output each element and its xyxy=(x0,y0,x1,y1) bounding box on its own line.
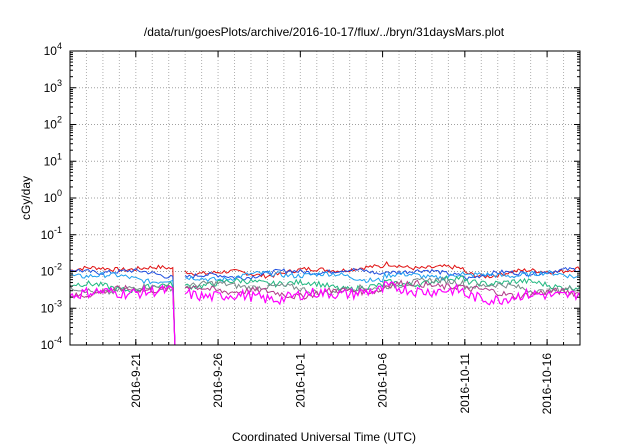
y-tick-label: 10-2 xyxy=(41,262,62,279)
series-line xyxy=(69,269,581,346)
y-tick-label: 101 xyxy=(44,151,62,168)
y-tick-label: 100 xyxy=(44,188,62,205)
y-tick-label: 104 xyxy=(44,41,62,58)
x-tick-label: 2016-10-1 xyxy=(293,353,307,408)
x-axis-label: Coordinated Universal Time (UTC) xyxy=(232,430,416,444)
y-axis-label: cGy/day xyxy=(19,176,33,220)
y-tick-label: 10-4 xyxy=(41,335,62,352)
series-line xyxy=(69,280,581,346)
y-tick-label: 102 xyxy=(44,115,62,132)
series-line xyxy=(69,261,581,346)
x-tick-label: 2016-10-11 xyxy=(458,353,472,414)
x-tick-label: 2016-9-26 xyxy=(211,353,225,408)
y-axis: 10-4 10-3 10-2 10-1 100 101 102 103 104 xyxy=(41,41,580,352)
chart-title: /data/run/goesPlots/archive/2016-10-17/f… xyxy=(144,25,505,39)
y-tick-label: 10-3 xyxy=(41,298,62,315)
x-tick-label: 2016-9-21 xyxy=(129,353,143,408)
x-tick-label: 2016-10-16 xyxy=(540,353,554,415)
series-layer xyxy=(69,261,581,346)
x-axis: 2016-9-21 2016-9-26 2016-10-1 2016-10-6 2016… xyxy=(85,51,565,415)
x-tick-label: 2016-10-6 xyxy=(376,353,390,408)
y-tick-label: 103 xyxy=(44,78,62,95)
grid xyxy=(70,51,580,345)
y-tick-label: 10-1 xyxy=(41,225,62,242)
